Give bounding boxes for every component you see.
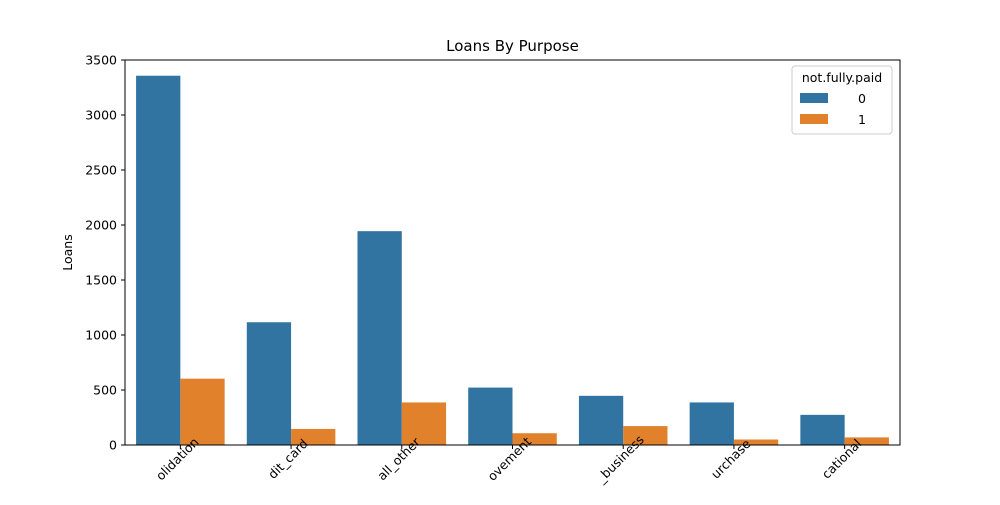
bar-series-0-educational: [800, 414, 845, 445]
y-axis-label: Loans: [60, 234, 75, 271]
legend-title: not.fully.paid: [802, 70, 882, 85]
legend: not.fully.paid 0 1: [791, 65, 893, 135]
bar-series-1-major_purchase: [733, 439, 779, 445]
legend-label-0: 0: [858, 91, 866, 106]
bar-series-0-all_other: [357, 231, 402, 445]
y-tick-label: 3500: [85, 53, 117, 68]
y-tick-label: 3000: [85, 108, 117, 123]
bar-series-0-debt_consolidation: [136, 75, 181, 445]
y-tick-label: 1500: [85, 273, 117, 288]
bar-series-1-all_other: [401, 402, 447, 445]
bar-series-0-major_purchase: [689, 402, 734, 445]
legend-swatch-0: [800, 93, 828, 103]
y-tick-label: 1000: [85, 328, 117, 343]
bar-series-0-home_improvement: [468, 387, 513, 445]
legend-swatch-1: [800, 114, 828, 124]
legend-label-1: 1: [858, 112, 866, 127]
bar-series-0-small_business: [578, 395, 624, 445]
bar-series-1-educational: [844, 437, 889, 445]
bar-series-1-debt_consolidation: [180, 378, 225, 445]
bar-series-1-home_improvement: [512, 433, 557, 445]
y-tick-label: 2500: [85, 163, 117, 178]
bar-series-1-small_business: [623, 426, 668, 445]
y-tick-label: 500: [93, 383, 117, 398]
bar-series-1-credit_card: [291, 428, 336, 445]
plot-frame: [124, 59, 901, 446]
bars-layer: [136, 75, 889, 445]
y-tick-label: 2000: [85, 218, 117, 233]
y-axis: 0 500 1000 1500 2000 2500 3000 3500: [85, 53, 125, 453]
y-tick-label: 0: [109, 438, 117, 453]
bar-series-0-credit_card: [246, 322, 292, 445]
chart-title: Loans By Purpose: [446, 37, 579, 55]
